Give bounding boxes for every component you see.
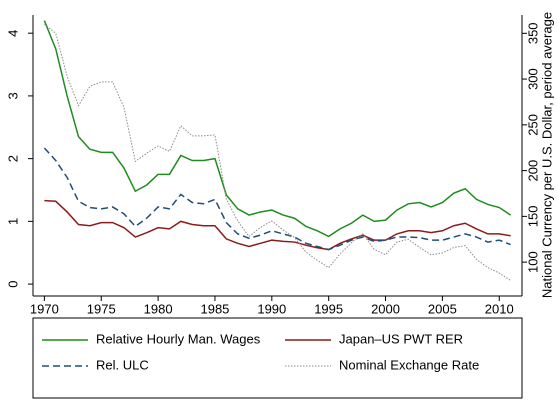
y-tick-label: 4 <box>5 30 20 37</box>
y-tick-label: 0 <box>5 280 20 287</box>
legend-label: Rel. ULC <box>96 357 149 372</box>
x-tick-label: 2010 <box>485 301 514 316</box>
x-tick-label: 1985 <box>200 301 229 316</box>
series-line <box>43 147 511 251</box>
x-tick-label: 1970 <box>30 301 59 316</box>
y2-tick-label: 300 <box>525 68 540 90</box>
y2-axis-label: National Currency per U.S. Dollar, perio… <box>539 12 554 298</box>
series-line <box>44 23 511 281</box>
x-tick-label: 1995 <box>314 301 343 316</box>
y2-tick-label: 200 <box>525 160 540 182</box>
legend-label: Nominal Exchange Rate <box>339 357 479 372</box>
y-tick-label: 3 <box>5 92 20 99</box>
legend-label: Japan–US PWT RER <box>339 331 463 346</box>
series-line <box>43 20 512 238</box>
legend-box <box>32 317 523 399</box>
y2-tick-label: 100 <box>525 251 540 273</box>
x-tick-label: 1980 <box>144 301 173 316</box>
legend-label: Relative Hourly Man. Wages <box>96 331 261 346</box>
x-tick-label: 1975 <box>87 301 116 316</box>
y2-tick-label: 250 <box>525 114 540 136</box>
x-tick-label: 1990 <box>257 301 286 316</box>
y2-tick-label: 150 <box>525 206 540 228</box>
series-line <box>44 199 511 251</box>
x-tick-label: 2000 <box>371 301 400 316</box>
y2-tick-label: 350 <box>525 22 540 44</box>
y-tick-label: 1 <box>5 218 20 225</box>
x-tick-label: 2005 <box>428 301 457 316</box>
y-tick-label: 2 <box>5 155 20 162</box>
